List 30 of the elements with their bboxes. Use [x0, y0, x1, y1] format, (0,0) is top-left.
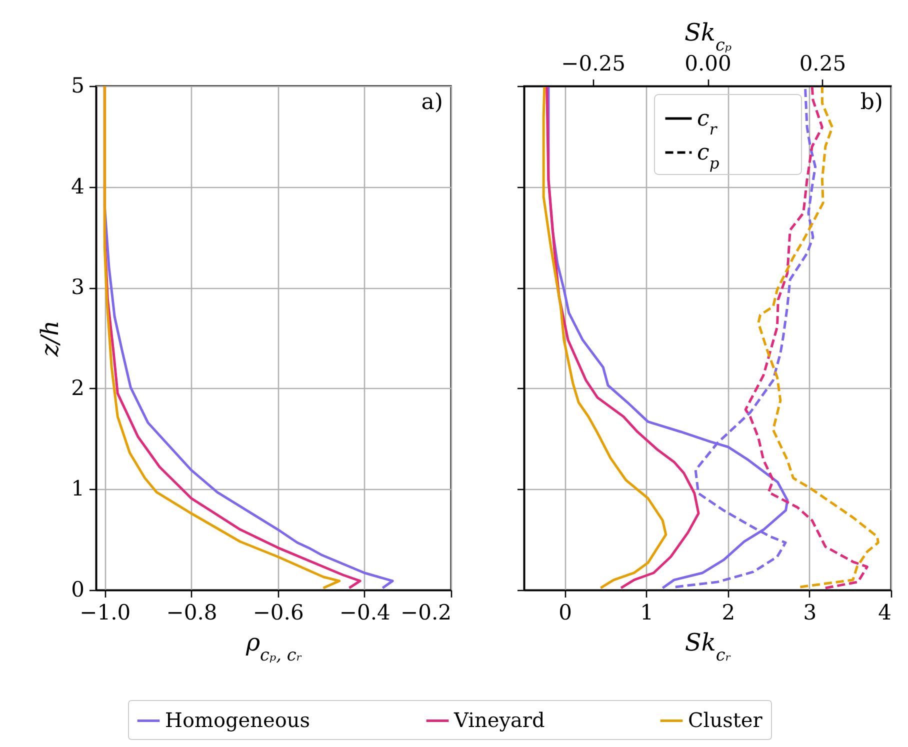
x-axis-title: ρ$_{cₚ, cᵣ}$ — [244, 628, 302, 664]
y-tick-label: 5 — [71, 74, 84, 98]
x-tick-label: 0 — [558, 600, 572, 624]
annotation: c$_{r}$ — [697, 106, 718, 138]
y-tick-label: 1 — [71, 476, 84, 501]
x-tick-label: −0.6 — [252, 600, 304, 624]
x-tick-label: 4 — [878, 600, 892, 624]
y-axis-title: z/h — [36, 320, 64, 358]
x-axis-title: Sk$_{cᵣ}$ — [684, 628, 732, 664]
x2-tick-label: 0.25 — [799, 52, 846, 76]
chart-title: b) — [860, 90, 883, 115]
y-tick-label: 4 — [71, 174, 84, 198]
legend-label: Cluster — [688, 708, 763, 732]
x2-axis-title: Sk$_{cₚ}$ — [684, 18, 732, 54]
y-tick-label: 3 — [71, 275, 84, 300]
x2-tick-label: −0.25 — [561, 52, 626, 76]
x-tick-label: 2 — [722, 600, 736, 624]
legend-label: Vineyard — [453, 708, 545, 732]
x2-tick-label: 0.00 — [684, 52, 732, 76]
chart-title: a) — [421, 90, 443, 115]
annotation: c$_{p}$ — [697, 140, 720, 172]
x-tick-label: −1.0 — [80, 600, 131, 624]
legend-label: Homogeneous — [165, 708, 310, 732]
y-tick-label: 2 — [71, 376, 84, 400]
x-tick-label: −0.4 — [339, 600, 390, 624]
y-tick-label: 0 — [71, 578, 84, 602]
x-tick-label: −0.8 — [166, 600, 218, 624]
x-tick-label: 3 — [803, 600, 817, 624]
x-tick-label: −0.2 — [400, 600, 452, 624]
x-tick-label: 1 — [640, 600, 654, 624]
